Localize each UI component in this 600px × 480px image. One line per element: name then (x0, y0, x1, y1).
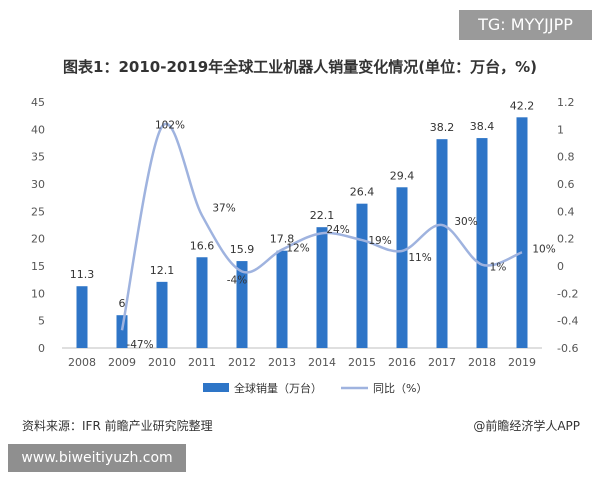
bar-value-label: 12.1 (150, 264, 175, 277)
bar (476, 138, 488, 348)
line-value-label: 19% (368, 235, 391, 247)
y-left-tick-label: 30 (31, 178, 45, 191)
bar-value-label: 29.4 (390, 169, 415, 182)
y-right-tick-label: 0.8 (557, 151, 575, 164)
legend-bar-swatch (203, 383, 229, 392)
bar-value-label: 38.4 (470, 120, 495, 133)
y-left-tick-label: 45 (31, 96, 45, 109)
bar-value-label: 38.2 (430, 121, 455, 134)
line-value-label: 1% (490, 262, 507, 274)
bar-value-label: 6 (119, 297, 126, 310)
line-value-label: -4% (227, 274, 247, 286)
line-value-label: 10% (532, 243, 555, 255)
x-tick-label: 2017 (428, 356, 456, 369)
bar (436, 139, 448, 348)
legend-bar-label: 全球销量（万台） (234, 381, 322, 395)
bar-value-label: 42.2 (510, 99, 535, 112)
line-value-label: 37% (212, 202, 235, 214)
y-left-tick-label: 0 (38, 342, 45, 355)
bar-value-label: 16.6 (190, 239, 215, 252)
chart-title: 图表1：2010-2019年全球工业机器人销量变化情况(单位：万台，%) (63, 58, 537, 76)
bar (516, 117, 528, 348)
bar (116, 315, 128, 348)
y-left-tick-label: 20 (31, 233, 45, 246)
y-left-tick-label: 5 (38, 315, 45, 328)
y-right-tick-label: -0.4 (557, 315, 578, 328)
bar (316, 227, 328, 348)
x-tick-label: 2014 (308, 356, 336, 369)
line-value-label: 102% (155, 120, 185, 132)
line-value-label: 30% (454, 216, 477, 228)
y-right-tick-label: 1 (557, 123, 564, 136)
bar-value-label: 15.9 (230, 243, 255, 256)
y-right-tick-label: -0.2 (557, 287, 578, 300)
x-tick-label: 2009 (108, 356, 136, 369)
x-tick-label: 2013 (268, 356, 296, 369)
source-note: 资料来源：IFR 前瞻产业研究院整理 (22, 419, 213, 433)
bar-value-label: 22.1 (310, 209, 335, 222)
y-right-tick-label: 0 (557, 260, 564, 273)
growth-line (120, 122, 523, 331)
x-tick-label: 2010 (148, 356, 176, 369)
y-right-tick-label: 1.2 (557, 96, 575, 109)
bar (236, 261, 248, 348)
bar-value-label: 26.4 (350, 186, 375, 199)
x-tick-label: 2016 (388, 356, 416, 369)
x-tick-label: 2015 (348, 356, 376, 369)
credit-note: @前瞻经济学人APP (473, 419, 580, 433)
chart: 0 5 10 15 20 25 30 35 40 45 -0.6 -0.4 -0.2 0 0.2 0.4 0.6… (31, 96, 578, 395)
x-tick-label: 2008 (68, 356, 96, 369)
tg-badge: TG: MYYJJPP (459, 10, 592, 40)
y-left-tick-label: 25 (31, 205, 45, 218)
x-tick-label: 2018 (468, 356, 496, 369)
bar (76, 286, 88, 348)
bar-value-label: 11.3 (70, 268, 95, 281)
bar (356, 203, 368, 348)
bar (156, 281, 168, 348)
x-tick-label: 2012 (228, 356, 256, 369)
line-value-label: 12% (286, 243, 309, 255)
bar-value-label: 17.8 (270, 233, 295, 246)
y-left-tick-label: 15 (31, 260, 45, 273)
line-value-label: 11% (408, 252, 431, 264)
bar (396, 187, 408, 348)
x-tick-label: 2011 (188, 356, 216, 369)
x-tick-label: 2019 (508, 356, 536, 369)
legend-line-label: 同比（%） (373, 382, 427, 395)
url-banner: www.biweitiyuzh.com (8, 444, 186, 472)
y-right-tick-label: 0.4 (557, 205, 575, 218)
line-value-label: -47% (126, 339, 153, 351)
bar (276, 250, 288, 348)
y-right-tick-label: -0.6 (557, 342, 578, 355)
y-left-tick-label: 40 (31, 123, 45, 136)
y-left-tick-label: 10 (31, 287, 45, 300)
y-left-tick-label: 35 (31, 151, 45, 164)
y-right-tick-label: 0.6 (557, 178, 575, 191)
y-right-tick-label: 0.2 (557, 233, 575, 246)
line-value-label: 24% (326, 224, 349, 236)
bar (196, 257, 208, 348)
